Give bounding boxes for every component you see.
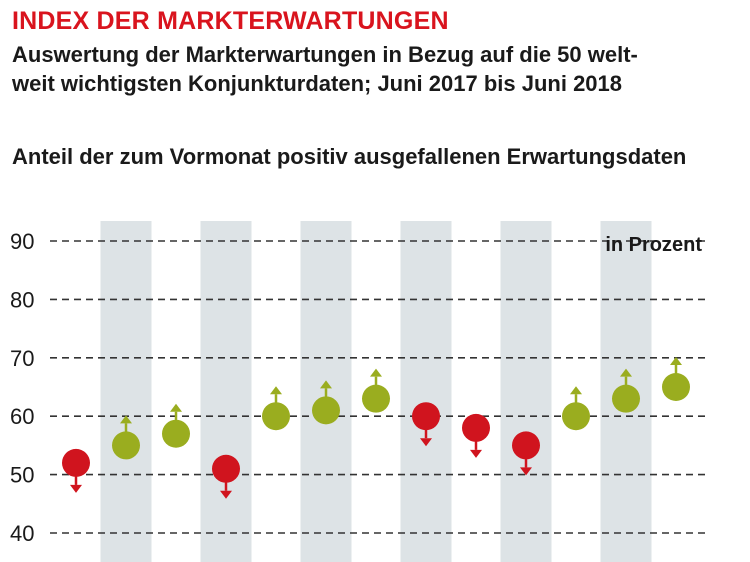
data-point bbox=[612, 368, 640, 413]
y-tick-label: 90 bbox=[10, 229, 34, 254]
arrow-down-icon bbox=[520, 467, 532, 476]
data-point bbox=[312, 380, 340, 425]
background-bands bbox=[100, 221, 652, 562]
background-band bbox=[200, 221, 252, 562]
point-marker bbox=[262, 402, 290, 431]
point-marker bbox=[412, 402, 440, 431]
chart-description: Anteil der zum Vormonat positiv ausgefal… bbox=[12, 144, 687, 169]
point-marker bbox=[662, 373, 690, 401]
arrow-down-icon bbox=[470, 449, 482, 458]
arrow-up-icon bbox=[620, 368, 632, 377]
y-tick-label: 80 bbox=[10, 287, 34, 312]
unit-label: in Prozent bbox=[605, 234, 702, 256]
point-marker bbox=[612, 384, 640, 413]
arrow-down-icon bbox=[420, 438, 432, 447]
y-tick-label: 40 bbox=[10, 521, 34, 546]
arrow-up-icon bbox=[370, 368, 382, 377]
data-point bbox=[162, 403, 190, 448]
data-point bbox=[512, 431, 540, 476]
arrow-up-icon bbox=[320, 380, 332, 389]
arrow-down-icon bbox=[220, 490, 232, 499]
grid-lines bbox=[50, 240, 705, 534]
data-point bbox=[362, 368, 390, 413]
point-marker bbox=[162, 419, 190, 448]
arrow-up-icon bbox=[120, 415, 132, 424]
chart-subtitle-line-2: weit wichtigsten Konjunkturdaten; Juni 2… bbox=[12, 71, 623, 96]
y-tick-label: 70 bbox=[10, 346, 34, 371]
data-marks bbox=[62, 357, 690, 499]
y-tick-label: 60 bbox=[10, 404, 34, 429]
chart-subtitle: Auswertung der Markterwartungen in Bezug… bbox=[12, 40, 742, 98]
arrow-down-icon bbox=[70, 484, 82, 493]
data-point bbox=[562, 386, 590, 431]
data-point bbox=[262, 386, 290, 431]
background-band bbox=[400, 221, 452, 562]
arrow-up-icon bbox=[670, 357, 682, 365]
chart-title: INDEX DER MARKTERWARTUNGEN bbox=[12, 7, 449, 35]
point-marker bbox=[112, 431, 140, 460]
y-axis-ticks: 90 80 70 60 50 40 bbox=[10, 229, 34, 546]
point-marker bbox=[362, 384, 390, 413]
data-point bbox=[212, 454, 240, 499]
arrow-up-icon bbox=[170, 403, 182, 412]
point-marker bbox=[562, 402, 590, 431]
data-point bbox=[412, 402, 440, 447]
point-marker bbox=[62, 448, 90, 477]
data-point bbox=[462, 413, 490, 458]
data-point bbox=[62, 448, 90, 493]
point-marker bbox=[312, 396, 340, 425]
y-tick-label: 50 bbox=[10, 463, 34, 488]
background-band bbox=[100, 221, 152, 562]
arrow-up-icon bbox=[570, 386, 582, 395]
arrow-up-icon bbox=[270, 386, 282, 395]
data-point bbox=[662, 357, 690, 401]
point-marker bbox=[212, 454, 240, 483]
chart-subtitle-line-1: Auswertung der Markterwartungen in Bezug… bbox=[12, 42, 638, 67]
point-marker bbox=[462, 413, 490, 442]
point-marker bbox=[512, 431, 540, 460]
background-band bbox=[500, 221, 552, 562]
data-point bbox=[112, 415, 140, 460]
